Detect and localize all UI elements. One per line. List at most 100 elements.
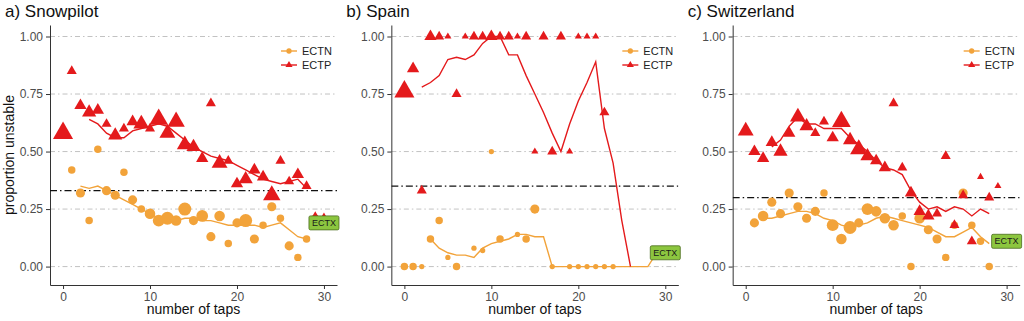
triangle-point [905, 186, 917, 197]
circle-point [409, 263, 416, 270]
circle-point [610, 264, 615, 269]
y-axis-line [391, 26, 392, 286]
legend: ECTN ECTP [964, 45, 1015, 71]
triangle-point [514, 32, 521, 38]
ectx-text: ECTX [995, 236, 1019, 246]
y-axis: 0.000.250.500.751.00 [702, 26, 733, 286]
circle-point [584, 264, 589, 269]
triangle-point [566, 147, 573, 153]
circle-point [871, 206, 882, 217]
legend-entry: ECTP [964, 59, 1014, 71]
tick-mark [729, 267, 733, 268]
triangle-point [504, 31, 514, 40]
grid-line [50, 94, 337, 95]
circle-point [942, 254, 949, 261]
x-axis-line [392, 285, 679, 286]
circle-point [854, 218, 863, 227]
triangle-point [773, 143, 787, 155]
triangle-point [843, 132, 857, 144]
circle-point [932, 234, 941, 243]
ectx-box [309, 216, 339, 230]
tick-mark [746, 285, 747, 289]
point-group [401, 149, 616, 270]
tick: 0.75 [702, 87, 732, 101]
point-group [68, 146, 319, 262]
tick-label: 0.25 [702, 202, 726, 216]
triangle-point [592, 32, 599, 38]
trend-line [89, 119, 306, 188]
circle-point [102, 186, 111, 195]
ectx-text: ECTX [653, 248, 677, 258]
tick: 0.25 [702, 202, 732, 216]
panel: 01020300.000.250.500.751.00ECTXECTNECTPc… [688, 2, 1022, 317]
circle-point [145, 208, 156, 219]
triangle-point [870, 154, 882, 165]
triangle-point [452, 88, 462, 97]
triangle-point [897, 162, 907, 171]
legend: ECTNECTP [281, 45, 332, 71]
triangle-point [958, 189, 968, 198]
circle-point [750, 218, 759, 227]
y-axis: 0.000.250.500.751.00 [20, 26, 51, 286]
circle-point [111, 191, 120, 200]
triangle-point [556, 31, 566, 40]
circle-point [303, 235, 310, 242]
triangle-point [407, 62, 419, 73]
triangle-point [922, 209, 934, 220]
circle-point [239, 214, 252, 227]
circle-point [68, 166, 75, 173]
circle-point [496, 235, 503, 242]
circle-point [196, 210, 208, 222]
triangle-point [108, 127, 122, 139]
tick: 0.50 [702, 145, 732, 159]
tick: 0 [60, 285, 67, 304]
circle-point [277, 215, 284, 222]
tick: 30 [318, 285, 332, 304]
x-axis-line [733, 285, 1020, 286]
legend-entry: ECTN [964, 45, 1015, 57]
trend-line [422, 37, 631, 267]
triangle-point [444, 32, 451, 38]
circle-point [924, 225, 933, 234]
circle-point [480, 248, 485, 253]
tick-label: 0.50 [20, 145, 44, 159]
grid-line [733, 36, 1020, 37]
tick-mark [833, 285, 834, 289]
tick-mark [387, 209, 391, 210]
y-axis-line [733, 26, 734, 286]
tick-mark [324, 285, 325, 289]
circle-point [968, 221, 975, 228]
circle-point [776, 209, 785, 218]
circle-point [178, 203, 191, 216]
circle-point [427, 235, 434, 242]
grid-line [733, 266, 1020, 267]
triangle-point [766, 135, 778, 146]
grid-line [733, 94, 1020, 95]
triangle-point [302, 180, 312, 189]
panel: 01020300.000.250.500.751.00ECTXECTNECTPb… [346, 2, 680, 317]
triangle-point [810, 127, 820, 136]
circle-point [802, 214, 811, 223]
grid [50, 37, 337, 267]
triangle-point [462, 32, 469, 38]
trend-line [430, 234, 656, 266]
circle-point [888, 220, 899, 231]
tick-mark [1007, 285, 1008, 289]
triangle-point [149, 108, 168, 124]
circle-point [515, 232, 520, 237]
tick: 0.75 [20, 87, 50, 101]
tick: 1.00 [702, 30, 732, 44]
chart-container: 01020300.000.250.500.751.00ECTXECTNECTPa… [0, 0, 1024, 321]
triangle-point [599, 107, 609, 116]
tick-mark [578, 285, 579, 289]
plot-area [50, 65, 337, 261]
triangle-point [547, 146, 557, 155]
triangle-point [994, 182, 1001, 188]
tick-label: 1.00 [20, 30, 44, 44]
ectx-box [650, 246, 680, 260]
triangle-point [223, 155, 233, 164]
legend-marker [969, 48, 974, 53]
y-axis-title: proportion unstable [1, 95, 17, 215]
tick-label: 0.25 [361, 202, 385, 216]
legend-label: ECTN [643, 45, 673, 57]
